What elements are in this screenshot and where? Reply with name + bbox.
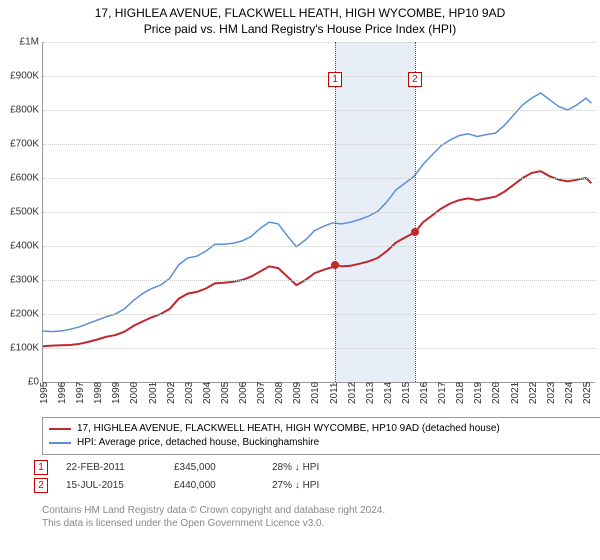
x-tick-label: 2005: [220, 382, 231, 404]
legend-swatch-property: [49, 428, 71, 430]
x-tick-label: 2022: [528, 382, 539, 404]
x-tick-label: 2025: [582, 382, 593, 404]
y-tick-label: £700K: [10, 139, 43, 150]
x-tick-label: 2002: [166, 382, 177, 404]
y-tick-label: £100K: [10, 343, 43, 354]
x-tick-label: 2008: [274, 382, 285, 404]
x-tick-label: 2016: [419, 382, 430, 404]
y-tick-label: £300K: [10, 275, 43, 286]
marker-dot: [331, 261, 339, 269]
footnote-line1: Contains HM Land Registry data © Crown c…: [42, 504, 385, 517]
legend-box: 17, HIGHLEA AVENUE, FLACKWELL HEATH, HIG…: [42, 417, 600, 455]
x-tick-label: 2004: [202, 382, 213, 404]
legend-label-property: 17, HIGHLEA AVENUE, FLACKWELL HEATH, HIG…: [77, 422, 500, 436]
y-gridline: [43, 212, 595, 213]
marker-vline: [335, 42, 336, 382]
y-gridline: [43, 348, 595, 349]
transaction-marker: 1: [34, 460, 48, 475]
y-tick-label: £1M: [20, 37, 43, 48]
x-tick-label: 1998: [93, 382, 104, 404]
transactions-table: 1 22-FEB-2011 £345,000 28% ↓ HPI 2 15-JUL-201…: [34, 458, 319, 494]
x-tick-label: 2007: [256, 382, 267, 404]
x-tick-label: 2012: [347, 382, 358, 404]
y-gridline: [43, 76, 595, 77]
marker-dot: [411, 228, 419, 236]
footnote: Contains HM Land Registry data © Crown c…: [42, 504, 385, 530]
x-tick-label: 2020: [491, 382, 502, 404]
transaction-delta: 27% ↓ HPI: [272, 480, 319, 491]
y-gridline: [43, 280, 595, 281]
marker-label-box: 2: [408, 72, 422, 87]
x-tick-label: 2021: [510, 382, 521, 404]
x-tick-label: 2003: [184, 382, 195, 404]
y-tick-label: £200K: [10, 309, 43, 320]
y-gridline: [43, 110, 595, 111]
y-tick-label: £500K: [10, 207, 43, 218]
legend-swatch-hpi: [49, 442, 71, 444]
transaction-delta: 28% ↓ HPI: [272, 462, 319, 473]
transaction-marker: 2: [34, 478, 48, 493]
y-gridline: [43, 178, 595, 179]
marker-label-box: 1: [328, 72, 342, 87]
x-tick-label: 2001: [148, 382, 159, 404]
x-tick-label: 1999: [111, 382, 122, 404]
plot-area: £0£100K£200K£300K£400K£500K£600K£700K£80…: [42, 42, 595, 383]
transaction-date: 15-JUL-2015: [66, 480, 156, 491]
y-tick-label: £400K: [10, 241, 43, 252]
y-gridline: [43, 144, 595, 145]
chart-title-line2: Price paid vs. HM Land Registry's House …: [0, 20, 600, 36]
transaction-price: £345,000: [174, 462, 254, 473]
x-tick-label: 2018: [455, 382, 466, 404]
series-line-property: [43, 171, 591, 346]
y-gridline: [43, 246, 595, 247]
x-tick-label: 2015: [401, 382, 412, 404]
chart-title-line1: 17, HIGHLEA AVENUE, FLACKWELL HEATH, HIG…: [0, 0, 600, 20]
transaction-row: 1 22-FEB-2011 £345,000 28% ↓ HPI: [34, 458, 319, 476]
marker-vline: [415, 42, 416, 382]
legend-row-hpi: HPI: Average price, detached house, Buck…: [49, 436, 600, 450]
x-tick-label: 2019: [473, 382, 484, 404]
legend-row-property: 17, HIGHLEA AVENUE, FLACKWELL HEATH, HIG…: [49, 422, 600, 436]
y-gridline: [43, 42, 595, 43]
transaction-date: 22-FEB-2011: [66, 462, 156, 473]
y-tick-label: £600K: [10, 173, 43, 184]
x-tick-label: 2009: [292, 382, 303, 404]
x-tick-label: 2000: [129, 382, 140, 404]
x-tick-label: 2011: [329, 382, 340, 404]
x-tick-label: 2014: [383, 382, 394, 404]
footnote-line2: This data is licensed under the Open Gov…: [42, 517, 385, 530]
transaction-price: £440,000: [174, 480, 254, 491]
x-tick-label: 2024: [564, 382, 575, 404]
x-tick-label: 2017: [437, 382, 448, 404]
x-tick-label: 2010: [310, 382, 321, 404]
x-tick-label: 1996: [57, 382, 68, 404]
legend-label-hpi: HPI: Average price, detached house, Buck…: [77, 436, 319, 450]
x-tick-label: 2023: [546, 382, 557, 404]
y-gridline: [43, 314, 595, 315]
y-tick-label: £800K: [10, 105, 43, 116]
transaction-row: 2 15-JUL-2015 £440,000 27% ↓ HPI: [34, 476, 319, 494]
chart-container: 17, HIGHLEA AVENUE, FLACKWELL HEATH, HIG…: [0, 0, 600, 560]
x-tick-label: 1997: [75, 382, 86, 404]
x-tick-label: 1995: [39, 382, 50, 404]
x-tick-label: 2006: [238, 382, 249, 404]
y-tick-label: £900K: [10, 71, 43, 82]
x-tick-label: 2013: [365, 382, 376, 404]
